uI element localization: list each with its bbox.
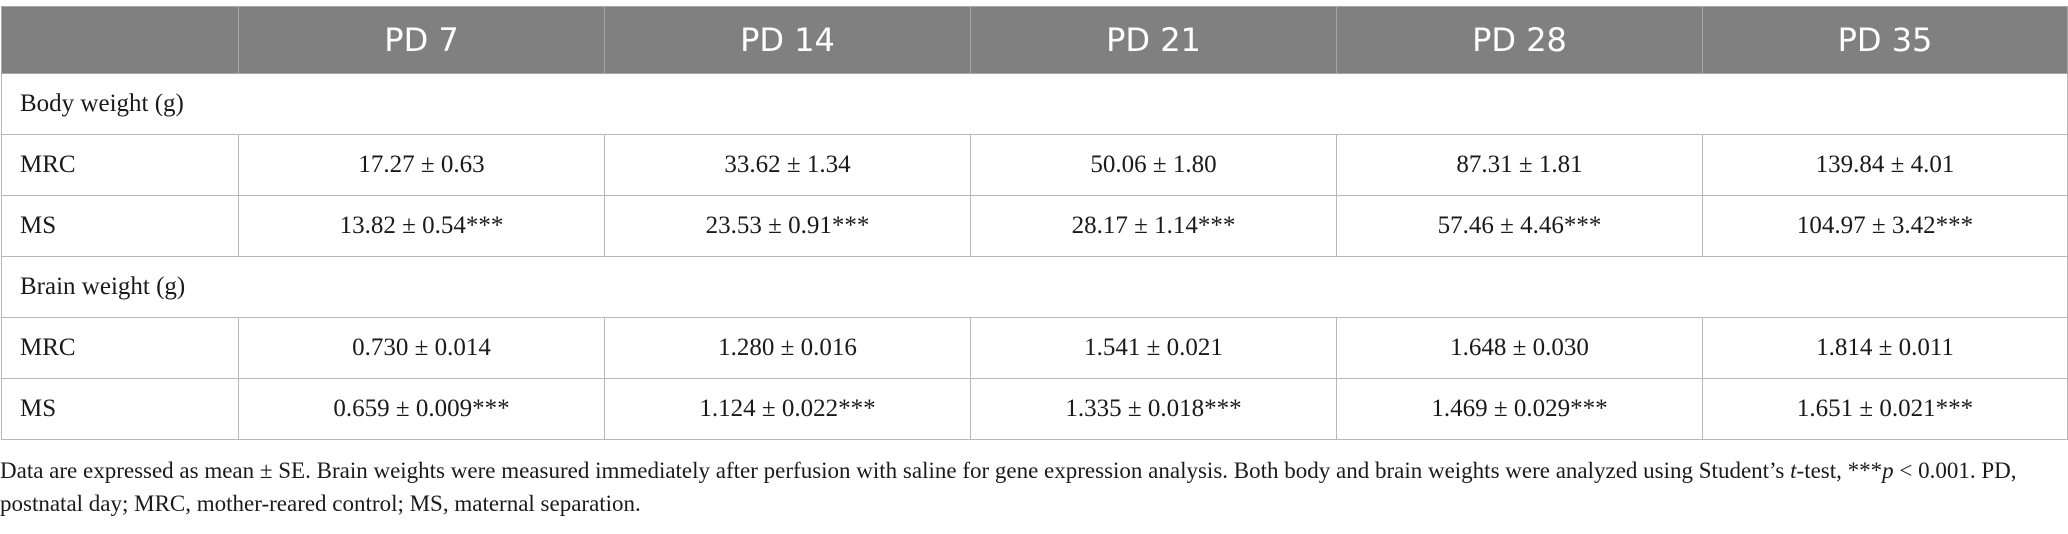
table-cell: 1.280 ± 0.016	[604, 317, 971, 379]
table-cell: 57.46 ± 4.46***	[1336, 195, 1703, 257]
row-label: MS	[1, 195, 239, 257]
table-cell: 1.124 ± 0.022***	[604, 378, 971, 440]
table-cell: 1.814 ± 0.011	[1702, 317, 2068, 379]
section-title: Body weight (g)	[1, 73, 2068, 135]
header-cell-pd21: PD 21	[970, 6, 1337, 74]
footnote-p-italic: p	[1882, 458, 1894, 483]
table-row: MS 13.82 ± 0.54*** 23.53 ± 0.91*** 28.17…	[1, 195, 2068, 257]
table-cell: 0.659 ± 0.009***	[238, 378, 605, 440]
footnote-t-italic: t	[1790, 458, 1797, 483]
table-cell: 139.84 ± 4.01	[1702, 134, 2068, 196]
table-row: MRC 17.27 ± 0.63 33.62 ± 1.34 50.06 ± 1.…	[1, 134, 2068, 196]
footnote-text: -test, ***	[1796, 458, 1883, 483]
header-cell-pd14: PD 14	[604, 6, 971, 74]
row-label: MRC	[1, 317, 239, 379]
table-cell: 1.469 ± 0.029***	[1336, 378, 1703, 440]
header-row: PD 7 PD 14 PD 21 PD 28 PD 35	[1, 6, 2068, 74]
table-cell: 104.97 ± 3.42***	[1702, 195, 2068, 257]
section-title: Brain weight (g)	[1, 256, 2068, 318]
table-cell: 28.17 ± 1.14***	[970, 195, 1337, 257]
header-cell-pd7: PD 7	[238, 6, 605, 74]
table-cell: 33.62 ± 1.34	[604, 134, 971, 196]
footnote-text: Data are expressed as mean ± SE. Brain w…	[0, 458, 1791, 483]
header-cell-pd35: PD 35	[1702, 6, 2068, 74]
table-footnote: Data are expressed as mean ± SE. Brain w…	[0, 454, 2060, 520]
table-cell: 1.335 ± 0.018***	[970, 378, 1337, 440]
table-cell: 23.53 ± 0.91***	[604, 195, 971, 257]
row-label: MS	[1, 378, 239, 440]
table-cell: 87.31 ± 1.81	[1336, 134, 1703, 196]
section-row-body-weight: Body weight (g)	[1, 73, 2068, 135]
table-cell: 50.06 ± 1.80	[970, 134, 1337, 196]
weights-table: PD 7 PD 14 PD 21 PD 28 PD 35 Body weight…	[1, 6, 2068, 440]
header-cell-pd28: PD 28	[1336, 6, 1703, 74]
section-row-brain-weight: Brain weight (g)	[1, 256, 2068, 318]
row-label: MRC	[1, 134, 239, 196]
table-cell: 0.730 ± 0.014	[238, 317, 605, 379]
data-table-container: PD 7 PD 14 PD 21 PD 28 PD 35 Body weight…	[0, 6, 2068, 440]
header-cell-corner	[1, 6, 239, 74]
table-cell: 13.82 ± 0.54***	[238, 195, 605, 257]
footnote-text: < 0.001. PD, postnatal day; MRC, mother-…	[0, 458, 2017, 516]
table-cell: 17.27 ± 0.63	[238, 134, 605, 196]
table-row: MRC 0.730 ± 0.014 1.280 ± 0.016 1.541 ± …	[1, 317, 2068, 379]
table-cell: 1.541 ± 0.021	[970, 317, 1337, 379]
table-cell: 1.648 ± 0.030	[1336, 317, 1703, 379]
table-cell: 1.651 ± 0.021***	[1702, 378, 2068, 440]
table-row: MS 0.659 ± 0.009*** 1.124 ± 0.022*** 1.3…	[1, 378, 2068, 440]
